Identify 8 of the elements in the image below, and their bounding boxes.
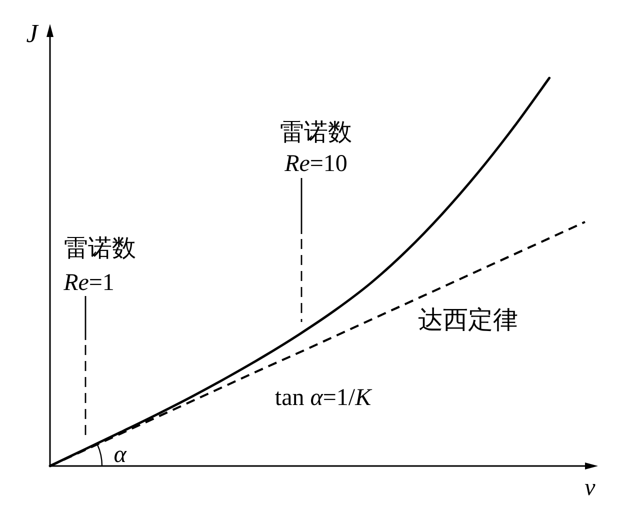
- annotation: α: [114, 442, 126, 468]
- annotation: 雷诺数: [280, 120, 352, 146]
- ylabel: J: [26, 19, 38, 48]
- annotation: tan α=1/K: [274, 385, 372, 411]
- xlabel: v: [584, 475, 596, 501]
- annotation: 雷诺数: [64, 236, 136, 262]
- annotation: Re=10: [284, 151, 348, 177]
- annotation: Re=1: [64, 270, 114, 296]
